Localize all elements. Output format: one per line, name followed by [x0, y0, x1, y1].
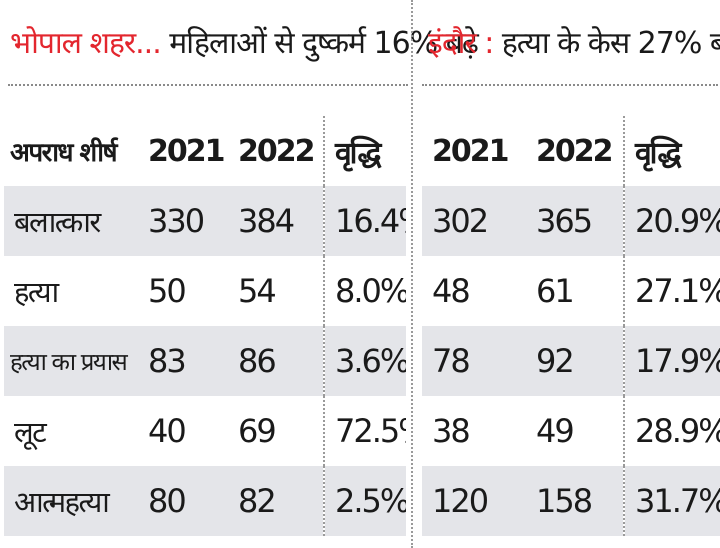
value-2021: 80 [138, 466, 228, 536]
column-header-2022: 2022 [536, 133, 614, 169]
growth-value: 27.1% [623, 256, 720, 326]
column-header-2022: 2022 [238, 133, 316, 169]
indore-crime-table: 2021 2022 वृद्धि 302 365 20.9% 48 61 27.… [422, 116, 720, 536]
growth-value: 20.9% [623, 186, 720, 256]
indore-panel: इंदौर : हत्या के केस 27% बढ़े 2021 2022 … [412, 0, 720, 548]
value-2022: 61 [536, 272, 575, 310]
value-2022: 82 [228, 466, 324, 536]
growth-value: 72.5% [323, 396, 406, 466]
crime-name: हत्या [14, 274, 59, 309]
indore-headline-text: हत्या के केस 27% बढ़े [493, 26, 720, 61]
header-rule [8, 84, 408, 86]
table-header-row: अपराध शीर्ष 2021 2022 वृद्धि [4, 116, 406, 186]
table-row: 302 365 20.9% [422, 186, 720, 256]
table-row: 78 92 17.9% [422, 326, 720, 396]
crime-name: लूट [14, 414, 47, 449]
value-2021: 38 [432, 412, 471, 450]
value-2021: 40 [148, 412, 187, 450]
table-row: आत्महत्या 80 82 2.5% [4, 466, 406, 536]
growth-value: 16.4% [323, 186, 406, 256]
value-2022: 384 [228, 186, 324, 256]
value-2021: 302 [422, 186, 526, 256]
table-row: 38 49 28.9% [422, 396, 720, 466]
growth-value: 28.9% [623, 396, 720, 466]
bhopal-headline: भोपाल शहर... महिलाओं से दुष्कर्म 16% बढ़… [10, 18, 479, 70]
table-header-row: 2021 2022 वृद्धि [422, 116, 720, 186]
growth-value: 3.6% [323, 326, 406, 396]
value-2022: 158 [526, 466, 624, 536]
crime-name: हत्या का प्रयास [4, 326, 138, 396]
column-header-2021: 2021 [432, 133, 510, 169]
column-header-growth: वृद्धि [323, 116, 406, 186]
value-2021: 48 [432, 272, 471, 310]
table-row: 120 158 31.7% [422, 466, 720, 536]
panel-divider [411, 0, 413, 548]
table-row: बलात्कार 330 384 16.4% [4, 186, 406, 256]
bhopal-headline-accent: भोपाल शहर... [10, 26, 162, 61]
column-header-growth: वृद्धि [623, 116, 720, 186]
bhopal-headline-text: महिलाओं से दुष्कर्म 16% बढ़े [160, 26, 478, 61]
value-2022: 54 [238, 272, 277, 310]
growth-value: 31.7% [623, 466, 720, 536]
table-row: हत्या का प्रयास 83 86 3.6% [4, 326, 406, 396]
value-2021: 78 [422, 326, 526, 396]
growth-value: 8.0% [323, 256, 406, 326]
table-row: 48 61 27.1% [422, 256, 720, 326]
indore-headline: इंदौर : हत्या के केस 27% बढ़े [428, 18, 720, 70]
value-2021: 330 [138, 186, 228, 256]
value-2021: 50 [148, 272, 187, 310]
growth-value: 2.5% [323, 466, 406, 536]
table-row: लूट 40 69 72.5% [4, 396, 406, 466]
column-header-crime: अपराध शीर्ष [10, 138, 117, 168]
indore-headline-accent: इंदौर : [428, 26, 494, 61]
crime-name: आत्महत्या [4, 466, 138, 536]
value-2021: 83 [138, 326, 228, 396]
value-2022: 49 [536, 412, 575, 450]
bhopal-panel: भोपाल शहर... महिलाओं से दुष्कर्म 16% बढ़… [4, 18, 479, 536]
value-2022: 86 [228, 326, 324, 396]
bhopal-crime-table: अपराध शीर्ष 2021 2022 वृद्धि बलात्कार 33… [4, 116, 406, 536]
value-2022: 365 [526, 186, 624, 256]
growth-value: 17.9% [623, 326, 720, 396]
crime-name: बलात्कार [4, 186, 138, 256]
value-2022: 92 [526, 326, 624, 396]
table-row: हत्या 50 54 8.0% [4, 256, 406, 326]
header-rule [422, 84, 718, 86]
value-2021: 120 [422, 466, 526, 536]
value-2022: 69 [238, 412, 277, 450]
column-header-2021: 2021 [148, 133, 226, 169]
